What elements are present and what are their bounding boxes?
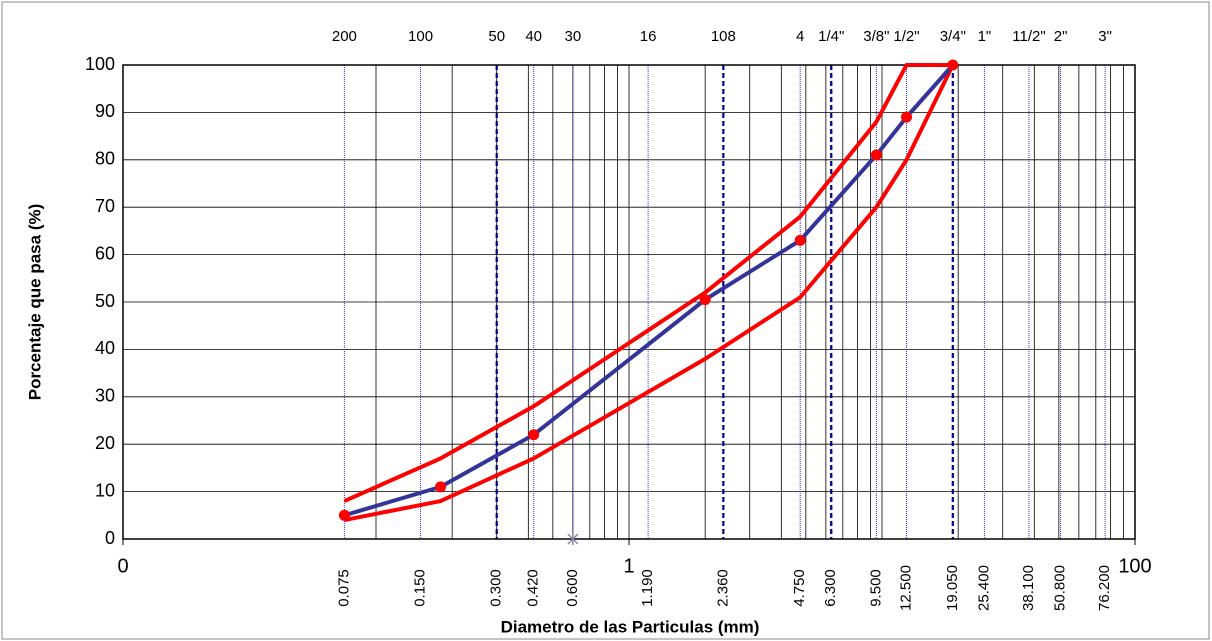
- sieve-size-label: 12.500: [897, 565, 914, 611]
- sieve-size-label: 0.075: [335, 569, 352, 607]
- sieve-size-label: 50.800: [1052, 565, 1069, 611]
- sieve-mesh-label: 3": [1098, 28, 1112, 45]
- point: [699, 294, 711, 306]
- x-tick-label: 0: [117, 555, 128, 577]
- sieve-size-label: 38.100: [1020, 565, 1037, 611]
- sieve-size-label: 6.300: [822, 569, 839, 607]
- curve: [344, 64, 955, 523]
- point: [794, 234, 806, 246]
- sieve-mesh-label: 1/4": [818, 28, 844, 45]
- y-tick-label: 40: [95, 338, 115, 358]
- sieve-mesh-label: 16: [640, 28, 657, 45]
- asterisk-point: [567, 533, 579, 545]
- point: [870, 149, 882, 161]
- y-tick-label: 60: [95, 243, 115, 263]
- sieve-mesh-label: 108: [711, 28, 736, 45]
- sieve-mesh-label: 30: [565, 28, 582, 45]
- y-tick-label: 100: [85, 54, 115, 74]
- sieve-size-label: 0.300: [488, 569, 505, 607]
- sieve-mesh-label: 3/4": [940, 28, 966, 45]
- sieve-mesh-label: 100: [408, 28, 433, 45]
- sieve-size-label: 0.600: [564, 569, 581, 607]
- y-tick-label: 0: [105, 528, 115, 548]
- y-tick-label: 30: [95, 386, 115, 406]
- x-tick-label: 100: [1118, 555, 1151, 577]
- x-axis-label: Diametro de las Particulas (mm): [501, 617, 760, 636]
- y-axis-label: Porcentaje que pasa (%): [25, 204, 44, 401]
- sieve-mesh-label: 1": [978, 28, 992, 45]
- sieve-size-label: 4.750: [791, 569, 808, 607]
- sieve-size-label: 76.200: [1096, 565, 1113, 611]
- sieve-size-label: 2.360: [714, 569, 731, 607]
- sieve-mesh-label: 3/8": [863, 28, 889, 45]
- sieve-mesh-label: 1/2": [893, 28, 919, 45]
- sieve-size-label: 19.050: [944, 565, 961, 611]
- point: [528, 429, 540, 441]
- sieve-size-label: 25.400: [975, 565, 992, 611]
- sieve-mesh-label: 50: [488, 28, 505, 45]
- y-tick-label: 20: [95, 433, 115, 453]
- curve: [343, 63, 953, 503]
- point: [901, 111, 913, 123]
- sieve-mesh-label: 4: [796, 28, 804, 45]
- point: [338, 509, 350, 521]
- y-tick-label: 80: [95, 149, 115, 169]
- sieve-size-label: 1.190: [639, 569, 656, 607]
- point: [947, 59, 959, 71]
- point: [435, 481, 447, 493]
- sieve-mesh-label: 11/2": [1012, 28, 1045, 45]
- sieve-mesh-label: 2": [1054, 28, 1068, 45]
- sieve-size-label: 0.150: [412, 569, 429, 607]
- curve: [343, 63, 955, 518]
- sieve-mesh-label: 200: [332, 28, 357, 45]
- sieve-mesh-label: 40: [525, 28, 542, 45]
- y-tick-label: 90: [95, 101, 115, 121]
- y-tick-label: 50: [95, 291, 115, 311]
- sieve-size-label: 9.500: [867, 569, 884, 607]
- sieve-size-label: 0.420: [525, 569, 542, 607]
- x-tick-label: 1: [623, 555, 634, 577]
- y-tick-label: 10: [95, 480, 115, 500]
- y-tick-label: 70: [95, 196, 115, 216]
